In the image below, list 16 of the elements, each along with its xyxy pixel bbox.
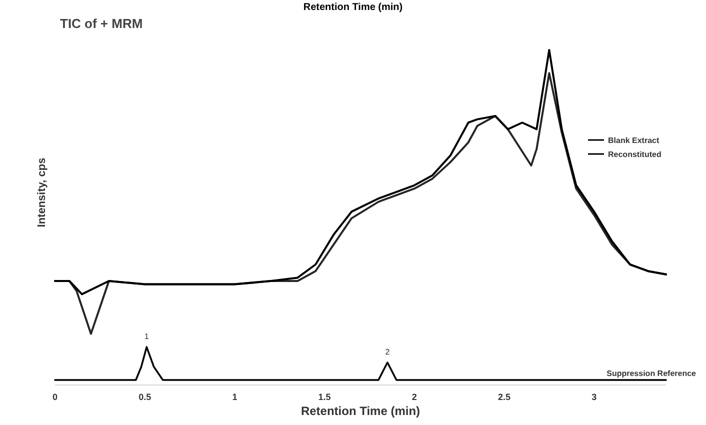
x-tick-label: 0.5: [138, 392, 152, 402]
x-tick-label: 2.5: [498, 392, 511, 402]
x-tick-label: 1.5: [318, 392, 331, 402]
chart-title: Retention Time (min): [303, 2, 403, 13]
x-tick-label: 0: [52, 392, 58, 402]
legend-label: Reconstituted: [608, 150, 662, 159]
x-tick-label: 1: [232, 392, 238, 402]
x-axis-title: Retention Time (min): [300, 404, 420, 418]
y-axis-title: Intensity, cps: [36, 158, 48, 228]
annotation: 1: [144, 332, 150, 341]
x-tick-label: 2: [412, 392, 417, 402]
legend-label: Blank Extract: [608, 136, 660, 145]
x-tick-label: 3: [592, 392, 597, 402]
annotation: 2: [385, 348, 390, 357]
chart-subtitle: TIC of + MRM: [60, 16, 143, 31]
series-label: Suppression Reference: [606, 369, 697, 378]
